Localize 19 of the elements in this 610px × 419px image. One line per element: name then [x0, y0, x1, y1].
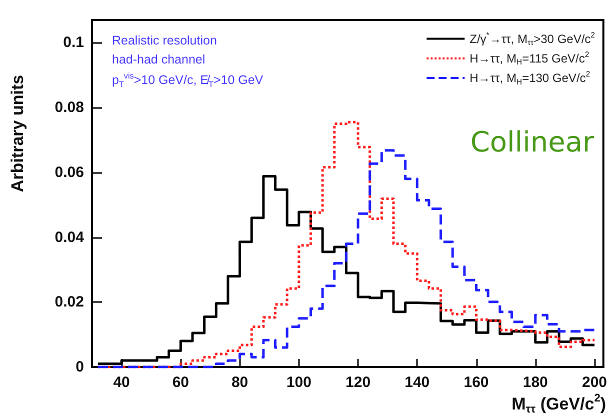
x-tick-label: 140	[404, 374, 430, 391]
x-tick-label: 180	[522, 374, 548, 391]
annotation: Collinear	[470, 126, 594, 158]
annotation: Realistic resolution	[112, 34, 217, 48]
x-tick-label: 120	[346, 374, 371, 391]
x-tick-label: 160	[464, 374, 489, 391]
y-tick-label: 0	[76, 358, 84, 376]
y-tick-label: 0.06	[54, 164, 84, 181]
y-tick-label: 0.08	[54, 99, 84, 116]
y-tick-label: 0.02	[54, 294, 84, 311]
y-tick-label: 0.1	[63, 34, 84, 52]
x-tick-label: 60	[172, 374, 190, 391]
x-tick-label: 100	[286, 374, 312, 391]
x-tick-label: 200	[582, 374, 607, 391]
y-axis-title: Arbitrary units	[8, 74, 27, 192]
y-tick-label: 0.04	[54, 228, 85, 246]
annotation: had-had channel	[112, 52, 206, 66]
x-tick-label: 80	[231, 374, 248, 391]
x-tick-label: 40	[113, 374, 130, 391]
